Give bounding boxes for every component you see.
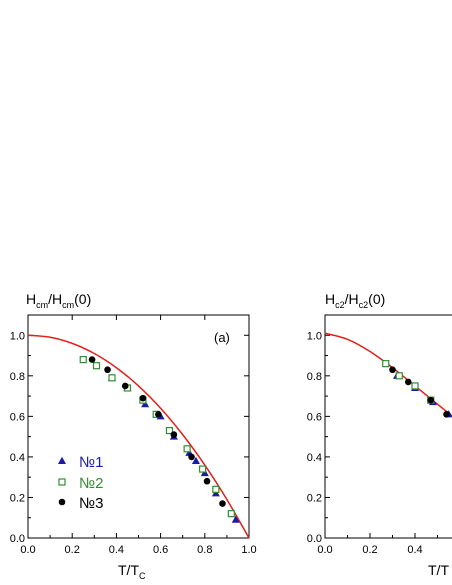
data-point-series-3	[121, 382, 129, 390]
panel-b-x-axis-title: T/T	[428, 562, 449, 578]
data-point-series-2	[92, 362, 101, 370]
legend-marker-1	[58, 456, 66, 464]
data-point-series-1	[191, 456, 200, 464]
x-tick-label: 0.2	[362, 544, 377, 556]
y-tick-label: 1.0	[10, 330, 25, 342]
data-point-series-3	[88, 356, 96, 363]
legend-marker-2	[58, 478, 66, 486]
y-tick-label: 1.0	[307, 330, 322, 342]
data-point-series-3	[104, 366, 111, 374]
panel-a-legend: №1 №2 №3	[58, 454, 103, 512]
data-point-series-3	[219, 500, 226, 507]
data-point-series-2	[79, 356, 87, 364]
panel-b-fit-curve	[324, 332, 452, 417]
data-point-series-2	[108, 374, 116, 382]
panel-b-data-points	[382, 360, 452, 418]
data-point-series-3	[427, 396, 435, 404]
x-tick-label: 0.8	[197, 544, 212, 556]
panel-b: Hc2/Hc2(0) 0.00.20.40.60.81.0 0.0 0.2 0.4 …	[307, 291, 452, 578]
data-point-series-3	[188, 453, 195, 461]
x-tick-label: 0.4	[407, 544, 422, 556]
data-point-series-2	[165, 426, 174, 435]
y-tick-label: 0.4	[307, 452, 322, 464]
data-point-series-1	[231, 515, 240, 523]
panel-b-plot-frame	[324, 314, 452, 539]
y-tick-label: 0.0	[307, 533, 322, 545]
legend-marker-3	[58, 498, 66, 506]
panel-a-y-ticks: 0.0 0.2 0.4 0.6 0.8 1.0	[10, 314, 249, 545]
y-tick-label: 0.4	[10, 452, 25, 464]
data-point-series-2	[198, 465, 207, 473]
y-tick-label: 0.8	[307, 371, 322, 383]
legend-label-3: №3	[79, 495, 103, 512]
panel-b-y-ticks: 0.0 0.2 0.4 0.6 0.8 1.0	[307, 314, 330, 545]
data-point-series-3	[203, 477, 211, 485]
panel-a: Hcm/Hcm(0) 0.00.20.40.60.81.0 0.0 0.2 0.4 0…	[10, 291, 257, 581]
x-tick-label: 1.0	[241, 544, 256, 556]
panel-a-fit-curve	[27, 334, 250, 539]
data-point-series-2	[183, 445, 191, 453]
data-point-series-2	[212, 485, 220, 493]
y-tick-label: 0.2	[10, 492, 25, 504]
data-point-series-3	[170, 431, 178, 438]
y-tick-label: 0.2	[307, 492, 322, 504]
data-point-series-3	[389, 366, 396, 374]
x-tick-label: 0.0	[317, 544, 332, 556]
x-tick-label: 0.4	[109, 544, 124, 556]
y-tick-label: 0.6	[307, 411, 322, 423]
legend-label-2: №2	[79, 475, 103, 492]
data-point-series-3	[155, 411, 162, 418]
x-tick-label: 0.6	[153, 544, 168, 556]
panel-a-y-axis-title: Hcm/Hcm(0)	[26, 291, 91, 310]
legend-label-1: №1	[79, 454, 103, 471]
panel-b-x-ticks: 0.0 0.2 0.4	[317, 533, 438, 556]
panel-a-data-points	[79, 356, 240, 523]
panel-a-x-axis-title: T/TC	[118, 562, 146, 581]
data-point-series-2	[411, 382, 419, 390]
data-point-series-2	[227, 510, 235, 518]
y-tick-label: 0.0	[10, 533, 25, 545]
panel-b-y-axis-title: Hc2/Hc2(0)	[325, 291, 385, 310]
y-tick-label: 0.8	[10, 371, 25, 383]
x-tick-label: 0.0	[20, 544, 35, 556]
data-point-series-2	[395, 372, 403, 380]
y-tick-label: 0.6	[10, 411, 25, 423]
x-tick-label: 0.2	[65, 544, 80, 556]
panel-a-label: (a)	[214, 330, 230, 345]
data-point-series-2	[382, 360, 390, 368]
data-point-series-3	[443, 411, 450, 418]
data-point-series-3	[404, 378, 412, 386]
data-point-series-3	[139, 394, 147, 402]
panel-a-x-ticks: 0.0 0.2 0.4 0.6 0.8 1.0	[20, 315, 257, 556]
